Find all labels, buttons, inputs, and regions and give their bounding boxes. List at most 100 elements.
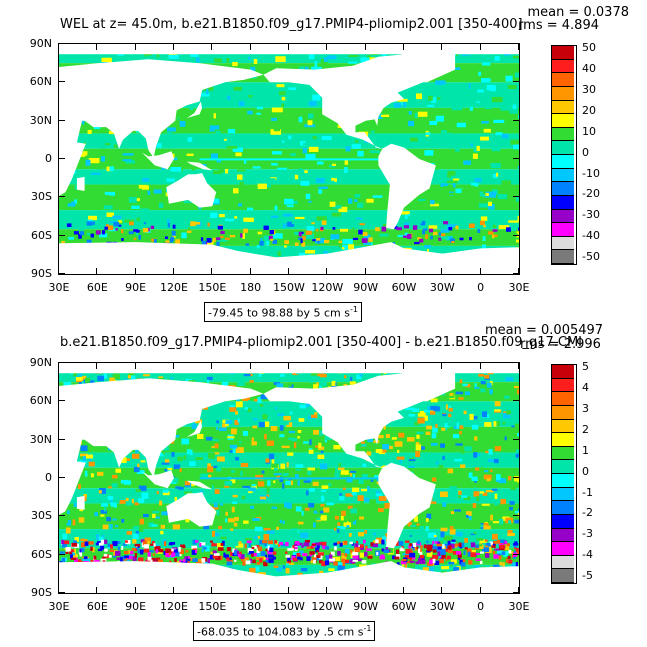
field-cell <box>442 455 445 460</box>
field-cell <box>90 233 94 238</box>
field-cell <box>334 178 337 182</box>
field-cell <box>361 488 368 492</box>
field-cell <box>406 560 413 564</box>
field-cell <box>227 560 233 563</box>
field-cell <box>503 412 511 419</box>
field-cell <box>416 93 422 100</box>
field-cell <box>441 427 446 431</box>
field-cell <box>216 461 223 466</box>
field-cell <box>440 183 449 187</box>
field-cell <box>431 546 438 549</box>
field-cell <box>500 539 505 543</box>
field-cell <box>501 180 511 186</box>
field-cell <box>294 242 299 246</box>
colorbar-box <box>552 487 574 502</box>
land-mask <box>391 371 456 402</box>
x-tick-mark <box>96 363 98 369</box>
field-cell <box>366 548 372 551</box>
field-cell <box>270 215 279 218</box>
colorbar-box <box>552 155 574 169</box>
field-cell <box>254 536 258 539</box>
field-cell <box>345 493 353 497</box>
field-cell <box>171 230 176 236</box>
field-cell <box>517 512 519 517</box>
field-cell <box>315 445 321 448</box>
land-mask <box>378 143 436 230</box>
field-cell <box>294 542 298 546</box>
field-cell <box>493 540 498 544</box>
field-cell <box>313 513 321 518</box>
land-mask <box>142 151 174 170</box>
field-cell <box>90 172 101 175</box>
field-cell <box>156 52 160 58</box>
field-cell <box>97 166 106 170</box>
field-cell <box>80 538 85 542</box>
field-cell <box>506 543 510 547</box>
field-cell <box>74 537 79 542</box>
field-cell <box>273 565 279 568</box>
field-cell <box>428 532 436 538</box>
x-tick-mark <box>403 268 404 274</box>
field-cell <box>70 554 73 559</box>
field-cell <box>286 562 292 566</box>
field-cell <box>461 495 468 498</box>
x-tick-mark <box>326 268 328 274</box>
field-cell <box>476 103 482 106</box>
x-tick-mark <box>58 44 59 50</box>
field-cell <box>480 520 485 526</box>
field-cell <box>259 496 267 500</box>
field-cell <box>369 57 376 60</box>
field-cell <box>286 422 293 428</box>
field-cell <box>471 182 476 186</box>
field-cell <box>417 237 422 240</box>
field-cell <box>436 543 442 547</box>
field-cell <box>138 485 147 491</box>
panel-top: WEL at z= 45.0m, b.e21.B1850.f09_g17.PMI… <box>0 0 647 322</box>
field-cell <box>376 537 383 544</box>
field-cell <box>209 129 215 132</box>
field-cell <box>337 551 341 556</box>
field-cell <box>438 232 442 236</box>
field-cell <box>80 548 85 553</box>
field-cell <box>98 536 104 541</box>
field-cell <box>291 555 296 560</box>
field-cell <box>172 434 180 438</box>
field-cell <box>352 520 357 525</box>
field-cell <box>399 458 403 464</box>
field-cell <box>381 114 390 117</box>
field-cell <box>498 433 506 439</box>
field-cell <box>144 52 152 57</box>
field-cell <box>330 551 335 556</box>
field-cell <box>293 558 298 561</box>
field-cell <box>97 375 104 382</box>
field-cell <box>366 198 374 203</box>
field-cell <box>211 543 217 547</box>
field-cell <box>349 381 356 385</box>
field-cell <box>262 414 268 420</box>
field-cell <box>469 555 474 560</box>
field-cell <box>318 552 324 556</box>
field-cell <box>98 490 102 494</box>
field-cell <box>127 555 133 560</box>
land-mask <box>76 176 85 191</box>
field-cell <box>235 447 244 453</box>
field-cell <box>487 203 495 210</box>
field-cell <box>496 172 499 177</box>
field-cell <box>187 561 190 564</box>
field-cell <box>220 543 224 546</box>
field-cell <box>260 551 266 557</box>
field-cell <box>215 427 219 430</box>
field-cell <box>169 238 173 243</box>
field-cell <box>107 447 111 451</box>
field-cell <box>487 458 494 463</box>
field-cell <box>270 426 278 432</box>
field-cell <box>142 177 150 182</box>
field-cell <box>263 534 270 540</box>
field-cell <box>147 55 157 62</box>
field-cell <box>237 174 243 180</box>
field-cell <box>232 548 235 554</box>
field-cell <box>87 541 94 545</box>
field-cell <box>379 233 389 237</box>
field-cell <box>242 431 248 436</box>
field-cell <box>309 439 312 446</box>
